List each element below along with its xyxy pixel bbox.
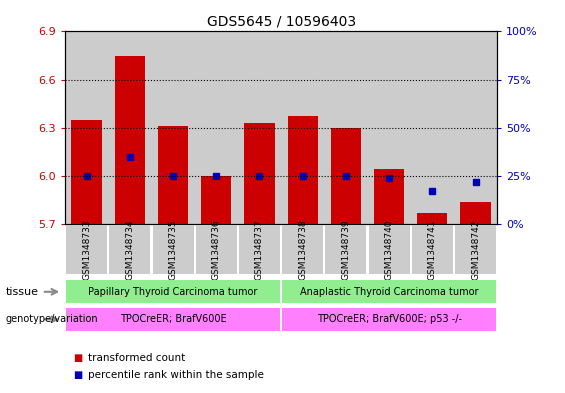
Text: GSM1348734: GSM1348734 <box>125 219 134 280</box>
Bar <box>108 31 151 224</box>
Text: GSM1348739: GSM1348739 <box>341 219 350 280</box>
Title: GDS5645 / 10596403: GDS5645 / 10596403 <box>207 15 355 29</box>
Bar <box>153 225 194 274</box>
Text: TPOCreER; BrafV600E: TPOCreER; BrafV600E <box>120 314 227 324</box>
Bar <box>66 308 280 331</box>
Text: genotype/variation: genotype/variation <box>6 314 98 324</box>
Bar <box>282 225 323 274</box>
Bar <box>151 31 194 224</box>
Bar <box>412 225 453 274</box>
Bar <box>71 120 102 224</box>
Bar <box>109 225 150 274</box>
Bar <box>194 31 238 224</box>
Bar <box>281 31 324 224</box>
Bar <box>331 128 361 224</box>
Bar <box>282 280 496 303</box>
Text: TPOCreER; BrafV600E; p53 -/-: TPOCreER; BrafV600E; p53 -/- <box>316 314 462 324</box>
Bar <box>238 31 281 224</box>
Bar <box>411 31 454 224</box>
Bar <box>325 225 367 274</box>
Bar <box>288 116 318 224</box>
Bar <box>374 169 405 224</box>
Text: GSM1348738: GSM1348738 <box>298 219 307 280</box>
Text: GSM1348733: GSM1348733 <box>82 219 91 280</box>
Bar <box>455 225 496 274</box>
Bar <box>460 202 491 224</box>
Bar <box>201 176 232 224</box>
Bar <box>158 126 188 224</box>
Text: GSM1348742: GSM1348742 <box>471 219 480 280</box>
Bar <box>65 31 108 224</box>
Bar <box>454 31 497 224</box>
Bar <box>195 225 237 274</box>
Bar <box>282 308 496 331</box>
Text: GSM1348735: GSM1348735 <box>168 219 177 280</box>
Bar <box>244 123 275 224</box>
Text: GSM1348740: GSM1348740 <box>385 219 394 280</box>
Text: transformed count: transformed count <box>88 353 185 364</box>
Text: ■: ■ <box>73 353 82 364</box>
Text: percentile rank within the sample: percentile rank within the sample <box>88 370 263 380</box>
Bar <box>239 225 280 274</box>
Text: GSM1348737: GSM1348737 <box>255 219 264 280</box>
Text: Anaplastic Thyroid Carcinoma tumor: Anaplastic Thyroid Carcinoma tumor <box>300 287 479 297</box>
Bar <box>324 31 368 224</box>
Bar <box>115 55 145 224</box>
Bar <box>66 225 107 274</box>
Bar <box>367 31 411 224</box>
Text: GSM1348741: GSM1348741 <box>428 219 437 280</box>
Text: ■: ■ <box>73 370 82 380</box>
Bar <box>417 213 447 224</box>
Bar <box>66 280 280 303</box>
Text: tissue: tissue <box>6 287 38 297</box>
Bar <box>368 225 410 274</box>
Text: Papillary Thyroid Carcinoma tumor: Papillary Thyroid Carcinoma tumor <box>88 287 258 297</box>
Text: GSM1348736: GSM1348736 <box>212 219 221 280</box>
